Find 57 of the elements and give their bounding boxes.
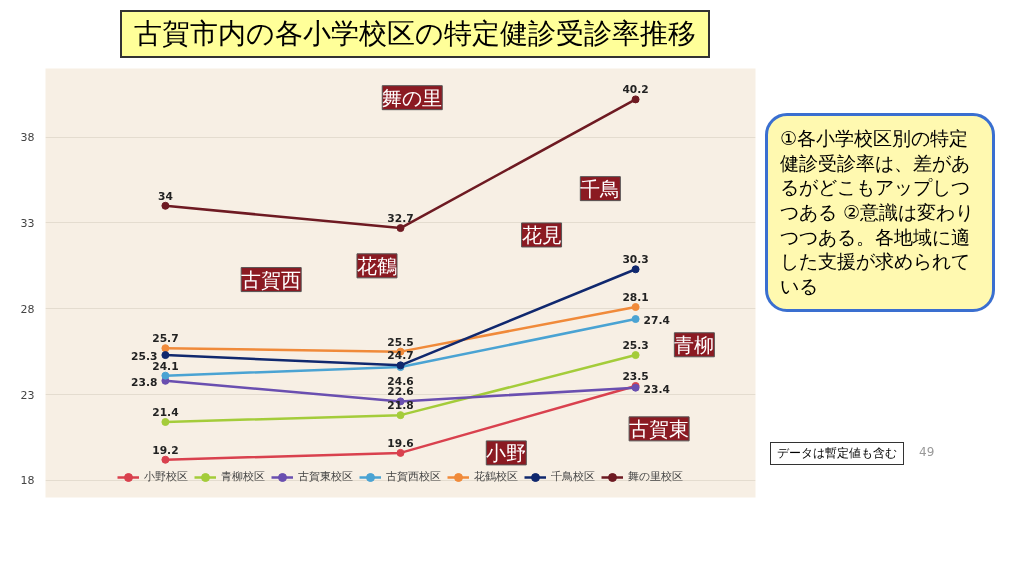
annotation: 古賀西 bbox=[241, 267, 302, 292]
data-label: 24.7 bbox=[387, 349, 414, 363]
legend-label: 花鶴校区 bbox=[474, 470, 518, 484]
data-label: 24.1 bbox=[152, 359, 179, 373]
annotation: 小野 bbox=[486, 440, 527, 465]
point bbox=[631, 265, 640, 274]
legend-label: 古賀東校区 bbox=[298, 470, 353, 484]
data-label: 40.2 bbox=[622, 83, 649, 97]
data-label: 32.7 bbox=[387, 212, 414, 226]
legend-label: 青柳校区 bbox=[221, 470, 265, 484]
legend-label: 舞の里校区 bbox=[628, 470, 683, 484]
data-label: 30.3 bbox=[622, 253, 649, 267]
point bbox=[396, 224, 405, 233]
legend-label: 千鳥校区 bbox=[551, 470, 595, 484]
point bbox=[631, 315, 640, 324]
data-label: 19.6 bbox=[387, 436, 414, 450]
data-label: 21.8 bbox=[387, 399, 414, 413]
data-label: 23.8 bbox=[131, 375, 158, 389]
data-label: 21.4 bbox=[152, 406, 179, 419]
chart-title: 古賀市内の各小学校区の特定健診受診率推移 bbox=[134, 16, 696, 52]
y-tick-label: 38 bbox=[20, 131, 35, 145]
annotation: 花鶴 bbox=[356, 253, 397, 278]
data-label: 25.7 bbox=[152, 332, 179, 346]
data-label: 27.4 bbox=[643, 314, 670, 328]
data-label: 34 bbox=[157, 189, 173, 203]
point bbox=[161, 371, 170, 380]
legend-label: 古賀西校区 bbox=[386, 470, 441, 484]
text: データは暫定値も含む bbox=[777, 444, 897, 462]
annotation: 古賀東 bbox=[629, 416, 690, 441]
data-label: 23.4 bbox=[643, 382, 670, 396]
point bbox=[161, 455, 170, 464]
y-tick-label: 33 bbox=[20, 216, 35, 230]
annotation: 舞の里 bbox=[382, 85, 443, 110]
point bbox=[631, 303, 640, 312]
legend-label: 小野校区 bbox=[144, 470, 188, 484]
text: ①各小学校区別の特定健診受診率は、差があるがどこもアップしつつある ②意識は変わりつつある。各地域に適した支援が求められている bbox=[780, 126, 976, 299]
data-label: 25.3 bbox=[622, 339, 649, 353]
text: 49 bbox=[919, 443, 935, 461]
annotation: 千鳥 bbox=[580, 176, 621, 201]
point bbox=[161, 344, 170, 353]
data-label: 28.1 bbox=[622, 291, 649, 305]
data-label: 23.5 bbox=[622, 369, 649, 383]
point bbox=[631, 95, 640, 104]
y-tick-label: 28 bbox=[20, 302, 35, 316]
annotation: 青柳 bbox=[674, 332, 715, 357]
point bbox=[396, 448, 405, 457]
point bbox=[631, 351, 640, 360]
point bbox=[396, 411, 405, 420]
data-label: 19.2 bbox=[152, 443, 179, 457]
point bbox=[161, 351, 170, 360]
point bbox=[161, 418, 170, 426]
annotation: 花見 bbox=[521, 222, 562, 247]
y-tick-label: 23 bbox=[20, 388, 35, 402]
data-label: 25.5 bbox=[387, 335, 414, 349]
point bbox=[161, 201, 170, 210]
data-label: 22.6 bbox=[387, 385, 414, 399]
y-tick-label: 18 bbox=[20, 474, 35, 488]
